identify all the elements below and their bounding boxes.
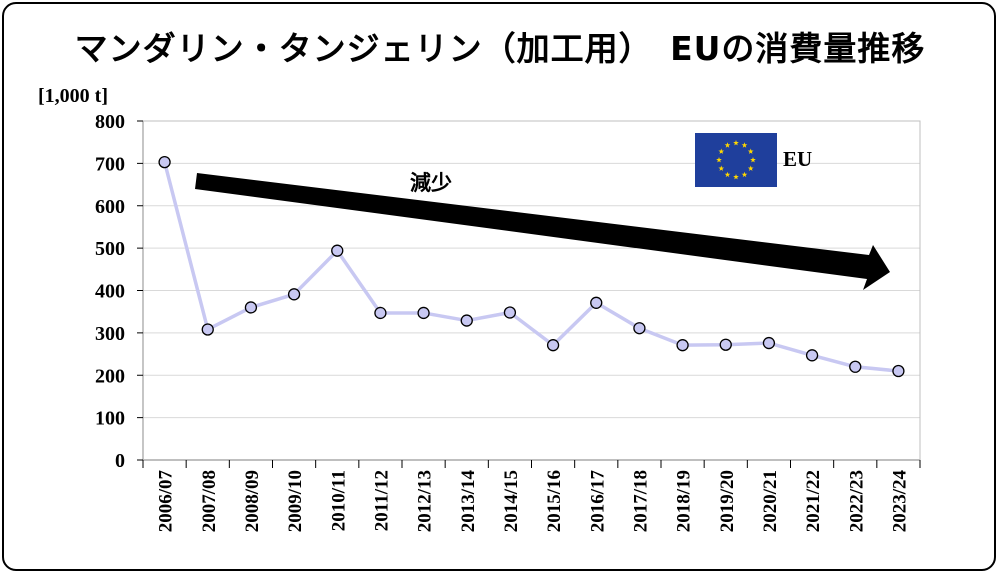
trend-annotation: 減少 — [195, 171, 890, 290]
data-point — [546, 339, 560, 352]
data-point — [762, 336, 776, 350]
x-tick-label: 2021/22 — [803, 470, 824, 532]
x-tick-label: 2015/16 — [544, 470, 565, 532]
x-tick-label: 2009/10 — [285, 470, 306, 532]
y-tick-label: 800 — [95, 111, 125, 133]
x-tick-label: 2019/20 — [717, 470, 738, 532]
y-tick-label: 700 — [95, 153, 125, 175]
x-tick-label: 2017/18 — [630, 470, 651, 532]
x-tick-label: 2012/13 — [415, 470, 436, 532]
eu-stars — [716, 140, 756, 180]
legend-label-eu: EU — [783, 147, 812, 171]
eu-star-icon — [724, 171, 731, 178]
x-tick-label: 2018/19 — [674, 470, 695, 532]
y-axis-ticks: 0 100 200 300 400 500 600 700 800 — [95, 111, 143, 472]
x-tick-label: 2011/12 — [371, 470, 392, 531]
y-tick-label: 200 — [95, 365, 125, 387]
data-point — [633, 322, 646, 335]
x-tick-label: 2023/24 — [889, 470, 910, 533]
series-eu — [158, 155, 905, 378]
x-tick-label: 2016/17 — [587, 470, 608, 533]
eu-star-icon — [750, 157, 756, 163]
chart-title: マンダリン・タンジェリン（加工用） EUの消費量推移 — [74, 29, 926, 68]
x-tick-label: 2013/14 — [458, 470, 479, 533]
data-point — [287, 288, 301, 301]
x-tick-label: 2007/08 — [199, 470, 220, 532]
data-point — [805, 349, 819, 362]
data-point — [503, 306, 517, 319]
x-axis-ticks: 2006/07 2007/08 2008/09 2009/10 2010/11 2011/… — [142, 460, 921, 533]
data-point — [849, 360, 862, 373]
y-tick-label: 0 — [115, 450, 125, 472]
data-point — [892, 364, 905, 378]
y-axis-unit-label: [1,000 t] — [38, 85, 108, 107]
eu-star-icon — [718, 165, 725, 171]
decrease-label: 減少 — [410, 171, 452, 195]
x-tick-label: 2014/15 — [501, 470, 522, 532]
data-point — [158, 155, 171, 169]
data-point — [460, 314, 473, 327]
gridlines — [142, 121, 920, 461]
eu-star-icon — [733, 174, 739, 180]
data-point — [331, 244, 344, 257]
data-point — [719, 338, 732, 351]
y-tick-label: 500 — [95, 238, 125, 260]
series-line — [162, 161, 899, 373]
eu-star-icon — [733, 140, 739, 146]
x-tick-label: 2020/21 — [760, 470, 781, 532]
x-tick-label: 2008/09 — [242, 470, 263, 532]
data-point — [374, 306, 387, 320]
eu-star-icon — [741, 171, 748, 178]
x-tick-label: 2022/23 — [846, 470, 867, 532]
x-tick-label: 2006/07 — [156, 470, 177, 533]
eu-star-icon — [718, 148, 725, 154]
eu-star-icon — [716, 157, 722, 163]
y-tick-label: 400 — [95, 281, 125, 303]
x-tick-label: 2010/11 — [328, 470, 349, 531]
eu-star-icon — [724, 142, 731, 148]
data-point — [590, 296, 603, 309]
y-tick-label: 300 — [95, 323, 125, 345]
decrease-arrow — [195, 173, 890, 290]
y-tick-label: 600 — [95, 196, 125, 218]
eu-star-icon — [747, 165, 754, 171]
eu-star-icon — [741, 142, 748, 148]
legend: EU — [695, 133, 812, 187]
eu-star-icon — [747, 148, 754, 154]
data-point — [676, 339, 689, 352]
data-point — [417, 306, 430, 320]
data-point — [201, 323, 214, 336]
y-tick-label: 100 — [95, 408, 125, 430]
data-point — [244, 301, 258, 314]
